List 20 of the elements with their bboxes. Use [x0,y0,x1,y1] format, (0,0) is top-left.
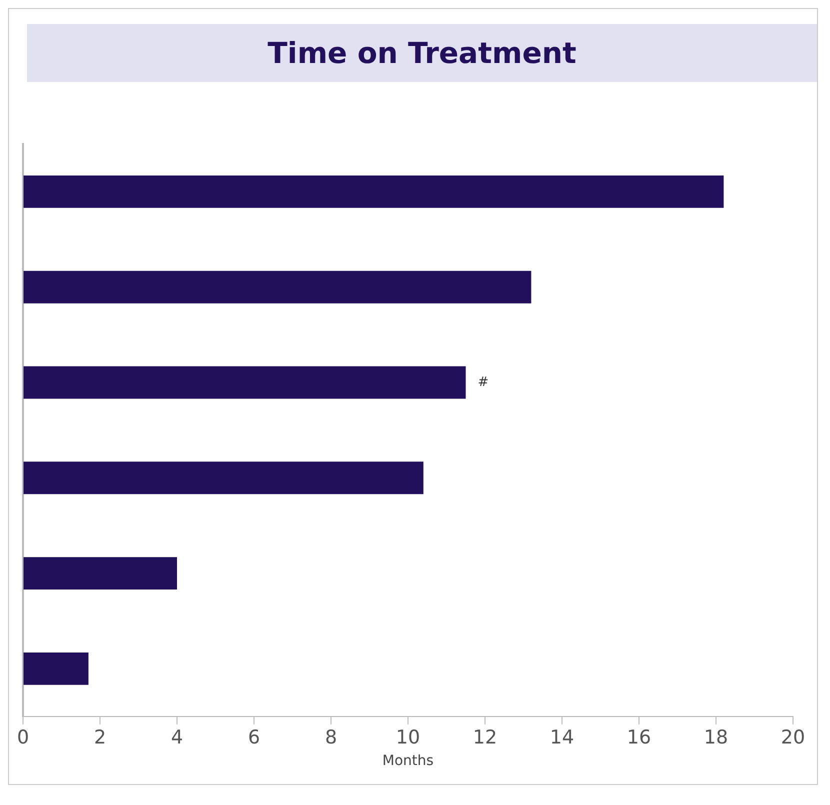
x-tick-label: 6 [248,726,260,749]
bar [24,557,177,590]
x-tick-label: 2 [94,726,106,749]
x-tick-label: 14 [550,726,574,749]
x-tick-label: 0 [16,726,30,749]
x-tick-label: 16 [626,726,652,749]
chart-title: Time on Treatment [27,24,817,82]
bar [24,270,532,304]
x-tick-label: 18 [704,726,728,749]
bar [24,462,424,494]
bar [24,652,88,685]
x-tick-label: 10 [396,726,420,749]
bar [24,175,724,208]
x-tick-label: 12 [472,726,498,749]
x-tick-label: 8 [324,726,338,749]
x-axis-title: Months [382,753,434,770]
x-tick-label: 20 [780,726,806,749]
annotation: # [478,374,489,390]
bar [24,366,466,399]
x-tick-label: 4 [170,726,184,749]
